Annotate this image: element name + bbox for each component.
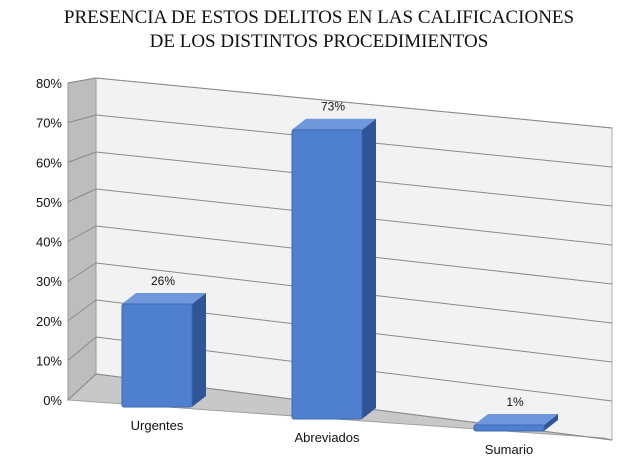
y-tick-label: 40% (36, 235, 62, 250)
chart-title-line-1: PRESENCIA DE ESTOS DELITOS EN LAS CALIFI… (63, 7, 575, 28)
x-tick-label: Urgentes (131, 418, 184, 433)
side-gridline (67, 77, 97, 84)
data-label: 26% (151, 274, 175, 288)
side-gridline (67, 336, 97, 361)
bar-side-face (362, 118, 376, 420)
side-gridline (67, 373, 97, 401)
side-gridline (67, 188, 97, 203)
data-labels: 26% 73% 1% (151, 100, 524, 409)
y-tick-label: 10% (36, 353, 62, 368)
data-label: 73% (321, 100, 345, 114)
x-tick-label: Abreviados (294, 430, 360, 445)
side-gridline (67, 262, 97, 282)
bar-front-face (291, 129, 363, 420)
side-gridline (67, 299, 97, 322)
y-tick-label: 20% (36, 314, 62, 329)
side-gridline (67, 225, 97, 242)
bar-front-face (473, 424, 545, 432)
bar (473, 414, 558, 432)
data-label: 1% (506, 395, 524, 409)
y-tick-label: 80% (36, 76, 62, 91)
x-axis-ticks: Urgentes Abreviados Sumario (131, 418, 534, 457)
bar (291, 118, 376, 420)
bars (121, 118, 558, 432)
bar-side-face (544, 414, 558, 431)
y-tick-label: 50% (36, 195, 62, 210)
y-tick-label: 0% (43, 393, 62, 408)
chart-title: PRESENCIA DE ESTOS DELITOS EN LAS CALIFI… (0, 6, 638, 54)
y-axis-ticks: 0% 10% 20% 30% 40% 50% 60% 70% 80% (36, 76, 62, 408)
bar-top-face (474, 414, 558, 425)
y-tick-label: 70% (36, 116, 62, 131)
side-gridline (67, 151, 97, 163)
bar (121, 292, 206, 408)
bar-front-face (121, 303, 193, 408)
bar-top-face (122, 292, 206, 304)
gridline (95, 77, 613, 129)
y-tick-label: 60% (36, 155, 62, 170)
x-tick-label: Sumario (485, 442, 533, 457)
side-gridline (67, 114, 97, 124)
bar-top-face (292, 118, 376, 130)
y-tick-label: 30% (36, 274, 62, 289)
chart-title-line-2: DE LOS DISTINTOS PROCEDIMIENTOS (149, 31, 489, 52)
bar-side-face (192, 292, 206, 407)
